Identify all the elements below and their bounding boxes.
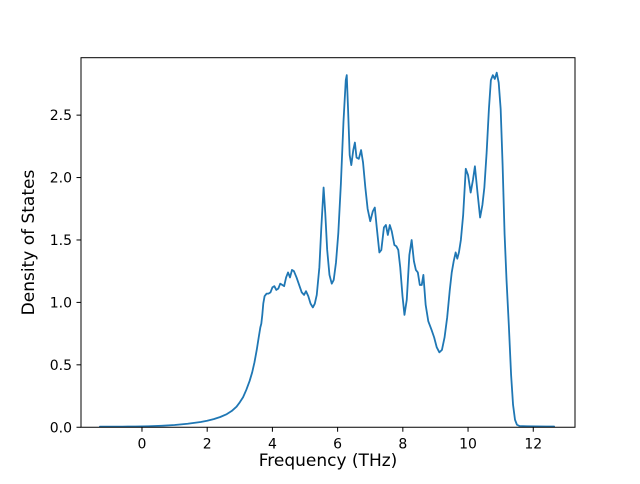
y-tick-label: 1.5 <box>50 233 72 249</box>
dos-curve <box>99 71 556 428</box>
x-tick-label: 10 <box>459 436 477 452</box>
axes-spines <box>80 57 576 428</box>
x-tick-label: 8 <box>398 436 407 452</box>
y-tick-label: 2.5 <box>50 108 72 124</box>
x-tick-label: 6 <box>333 436 342 452</box>
y-tick-label: 2.0 <box>50 171 72 187</box>
y-tick-label: 0.5 <box>50 358 72 374</box>
x-axis-label: Frequency (THz) <box>259 451 398 471</box>
x-tick-label: 0 <box>138 436 147 452</box>
plot-area <box>81 57 575 428</box>
x-tick-label: 2 <box>203 436 212 452</box>
x-axis-ticks: 0 2 4 6 8 10 12 <box>138 427 542 452</box>
y-axis-label: Density of States <box>19 170 39 316</box>
y-tick-label: 1.0 <box>50 295 72 311</box>
x-tick-label: 4 <box>268 436 277 452</box>
x-tick-label: 12 <box>524 436 542 452</box>
y-axis-ticks: 0.0 0.5 1.0 1.5 2.0 2.5 <box>50 108 81 436</box>
y-tick-label: 0.0 <box>50 420 72 436</box>
